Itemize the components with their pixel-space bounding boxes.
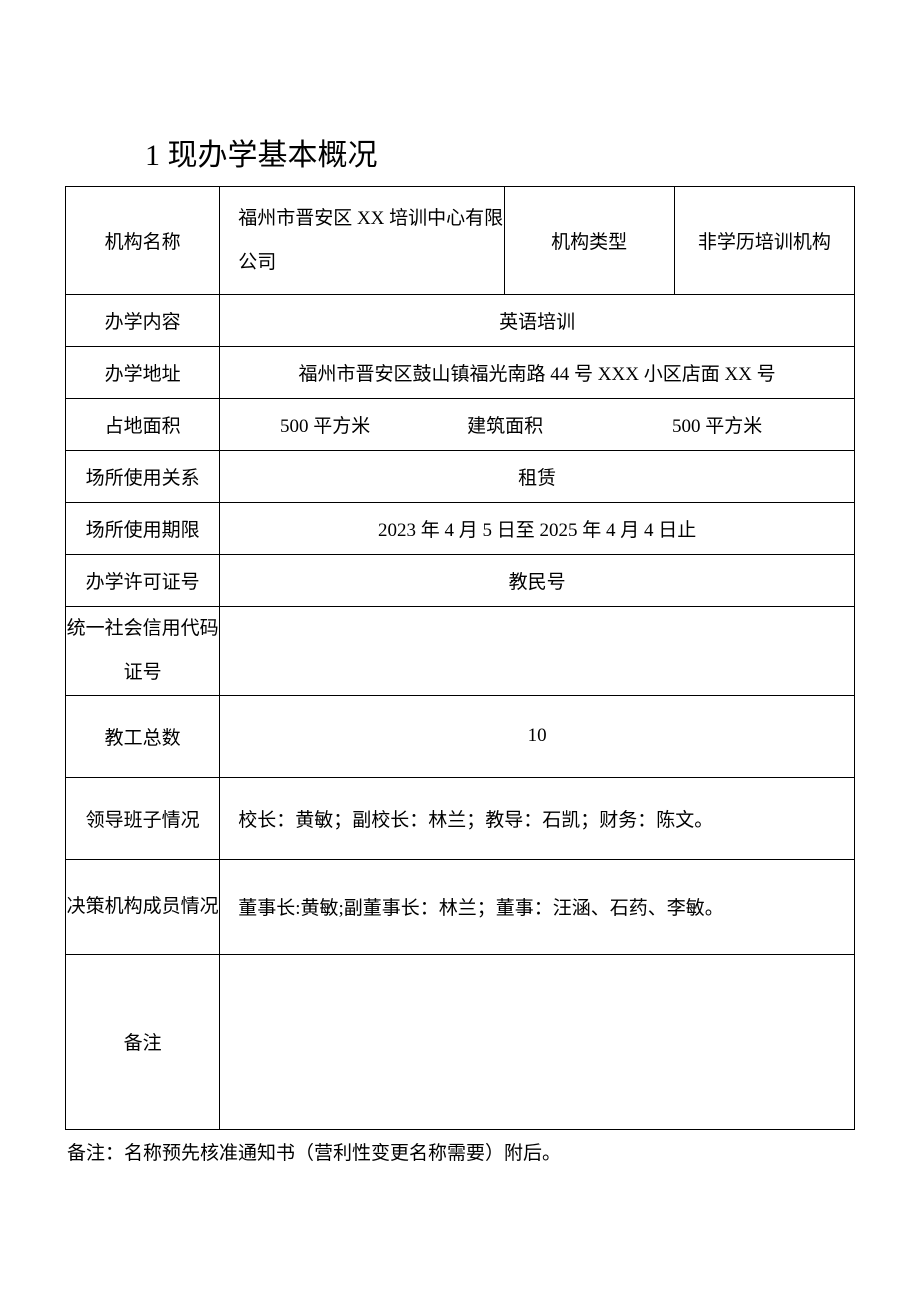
label-building-area: 建筑面积 [430,411,580,438]
value-land-area: 500 平方米 [220,411,430,438]
label-address: 办学地址 [66,347,220,399]
value-leadership: 校长：黄敏；副校长：林兰；教导：石凯；财务：陈文。 [220,777,855,859]
value-address: 福州市晋安区鼓山镇福光南路 44 号 XXX 小区店面 XX 号 [220,347,855,399]
value-use-relation: 租赁 [220,451,855,503]
label-land-area: 占地面积 [66,399,220,451]
label-license-no: 办学许可证号 [66,555,220,607]
table-row: 机构名称 福州市晋安区 XX 培训中心有限公司 机构类型 非学历培训机构 [66,187,855,295]
table-row: 决策机构成员情况 董事长:黄敏;副董事长：林兰；董事：汪涵、石药、李敏。 [66,859,855,954]
page-title: 1 现办学基本概况 [145,130,855,174]
table-row: 办学许可证号 教民号 [66,555,855,607]
info-table: 机构名称 福州市晋安区 XX 培训中心有限公司 机构类型 非学历培训机构 办学内… [65,186,855,1130]
table-row: 领导班子情况 校长：黄敏；副校长：林兰；教导：石凯；财务：陈文。 [66,777,855,859]
value-areas: 500 平方米 建筑面积 500 平方米 [220,399,855,451]
table-row: 场所使用期限 2023 年 4 月 5 日至 2025 年 4 月 4 日止 [66,503,855,555]
label-usci: 统一社会信用代码证号 [66,607,220,695]
value-content: 英语培训 [220,295,855,347]
table-row: 教工总数 10 [66,695,855,777]
table-row: 备注 [66,954,855,1129]
value-remark [220,954,855,1129]
footnote: 备注：名称预先核准通知书（营利性变更名称需要）附后。 [67,1138,855,1165]
label-leadership: 领导班子情况 [66,777,220,859]
label-decision-body: 决策机构成员情况 [66,859,220,954]
label-use-relation: 场所使用关系 [66,451,220,503]
value-org-name: 福州市晋安区 XX 培训中心有限公司 [220,187,504,295]
value-staff-total: 10 [220,695,855,777]
table-row: 办学内容 英语培训 [66,295,855,347]
value-use-period: 2023 年 4 月 5 日至 2025 年 4 月 4 日止 [220,503,855,555]
label-content: 办学内容 [66,295,220,347]
value-building-area: 500 平方米 [580,411,854,438]
table-row: 占地面积 500 平方米 建筑面积 500 平方米 [66,399,855,451]
label-use-period: 场所使用期限 [66,503,220,555]
label-org-name: 机构名称 [66,187,220,295]
label-org-type: 机构类型 [504,187,674,295]
value-license-no: 教民号 [220,555,855,607]
value-org-type: 非学历培训机构 [674,187,854,295]
label-staff-total: 教工总数 [66,695,220,777]
value-decision-body: 董事长:黄敏;副董事长：林兰；董事：汪涵、石药、李敏。 [220,859,855,954]
value-usci [220,607,855,695]
table-row: 场所使用关系 租赁 [66,451,855,503]
label-remark: 备注 [66,954,220,1129]
table-row: 统一社会信用代码证号 [66,607,855,695]
table-row: 办学地址 福州市晋安区鼓山镇福光南路 44 号 XXX 小区店面 XX 号 [66,347,855,399]
